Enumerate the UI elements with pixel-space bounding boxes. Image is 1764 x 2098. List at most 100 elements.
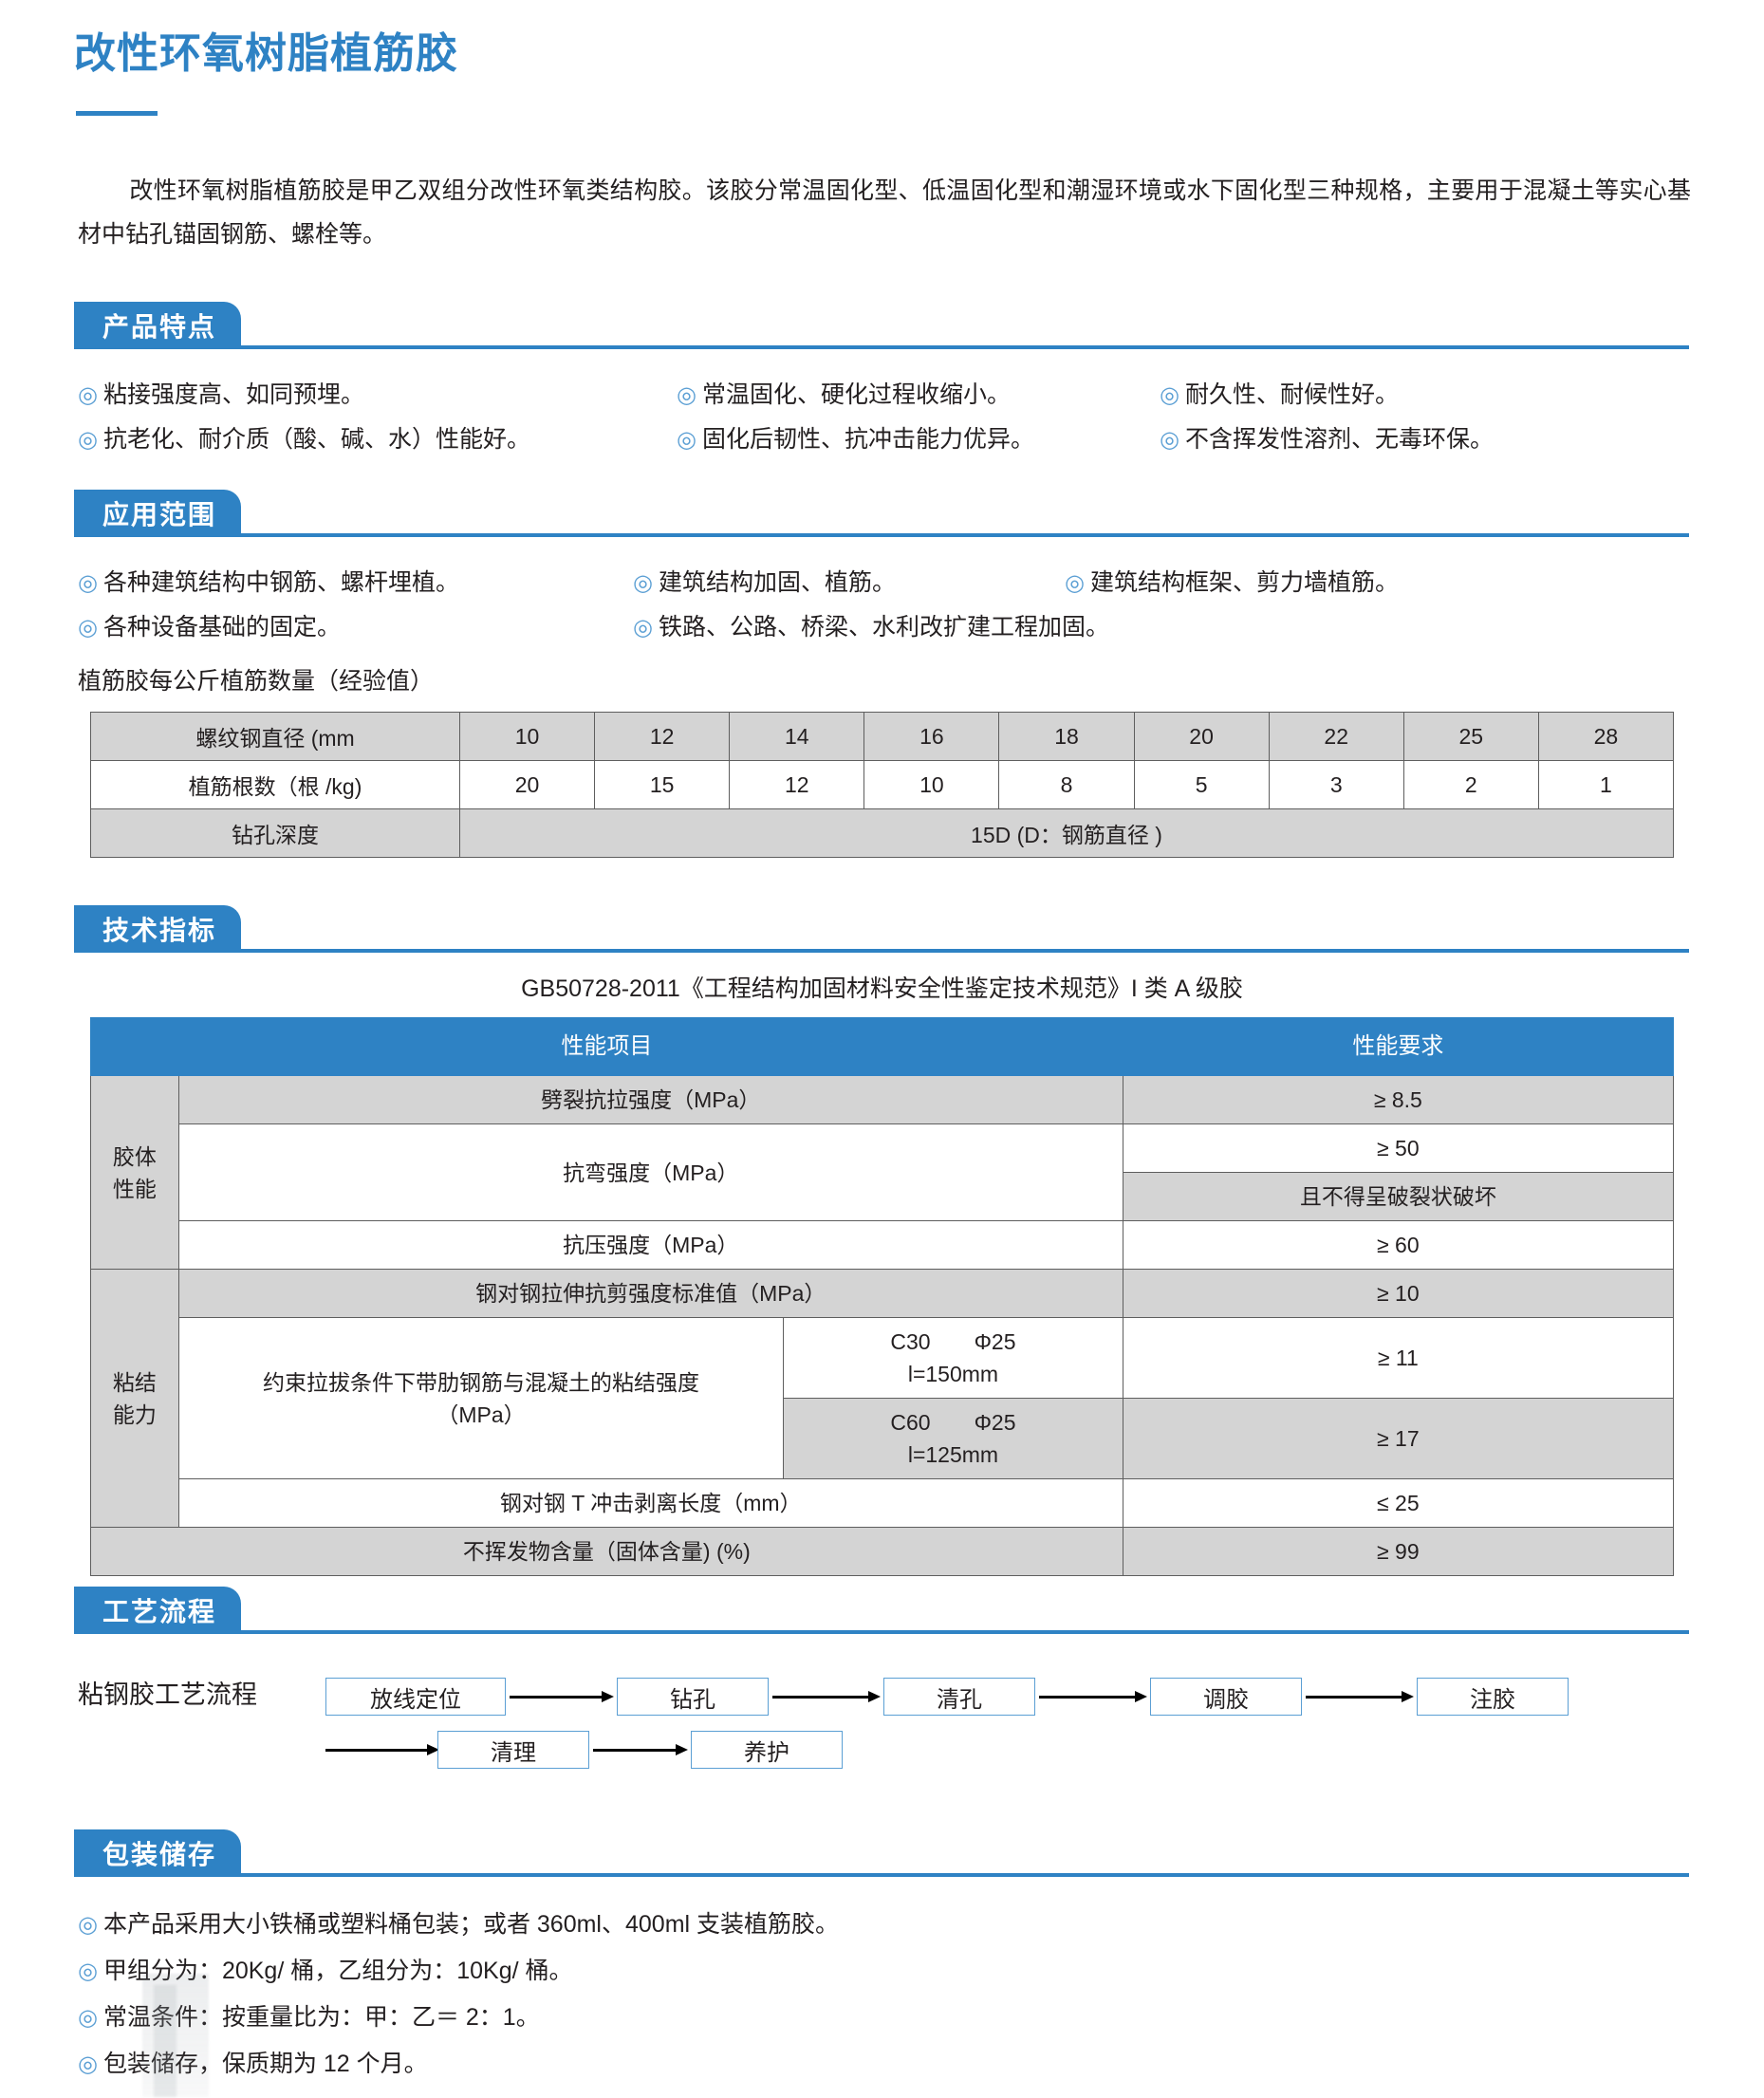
table-cell: 14 [729, 712, 865, 761]
group-label-line1: 粘结 [112, 1369, 157, 1395]
bullet-icon: ◎ [633, 615, 653, 641]
section-header-specs: 技术指标 [74, 905, 1689, 953]
list-item-label: 包装储存，保质期为 12 个月。 [102, 2051, 428, 2077]
table-row: 粘结 能力 钢对钢拉伸抗剪强度标准值（MPa） ≥ 10 [90, 1269, 1675, 1528]
flow-arrow-4 [1306, 1691, 1414, 1702]
flow-step-1: 放线定位 [325, 1678, 506, 1716]
list-item-label: 粘接强度高、如同预埋。 [102, 381, 364, 408]
spec-requirement: ≥ 8.5 [1122, 1075, 1675, 1124]
section-rule [74, 345, 1689, 349]
list-item-label: 铁路、公路、桥梁、水利改扩建工程加固。 [658, 614, 1109, 641]
list-item-label: 常温固化、硬化过程收缩小。 [701, 381, 1011, 408]
title-underline [76, 111, 158, 116]
table-cell: 5 [1133, 760, 1270, 809]
spec-item: 钢对钢 T 冲击剥离长度（mm） [177, 1478, 1123, 1528]
list-item-label: 固化后韧性、抗冲击能力优异。 [701, 426, 1034, 453]
bullet-icon: ◎ [677, 382, 696, 408]
table-row: 钢对钢 T 冲击剥离长度（mm） ≤ 25 [91, 1478, 1675, 1528]
section-header-applications: 应用范围 [74, 490, 1689, 537]
section-tab-specs: 技术指标 [74, 905, 242, 953]
flowchart-title: 粘钢胶工艺流程 [78, 1680, 257, 1709]
intro-paragraph: 改性环氧树脂植筋胶是甲乙双组分改性环氧类结构胶。该胶分常温固化型、低温固化型和潮… [78, 169, 1691, 256]
table-cell: 10 [863, 760, 1000, 809]
spec-requirement: 且不得呈破裂状破坏 [1122, 1172, 1675, 1221]
bullet-icon: ◎ [78, 570, 98, 596]
page-title: 改性环氧树脂植筋胶 [74, 30, 458, 77]
flow-step-5: 注胶 [1417, 1678, 1569, 1716]
col-header-requirement: 性能要求 [1122, 1017, 1675, 1076]
list-item: ◎ 各种设备基础的固定。 [78, 608, 341, 642]
drill-depth-value: 15D (D：钢筋直径 ) [459, 808, 1674, 858]
spec-item-line2: （MPa） [436, 1402, 526, 1427]
flow-step-2: 钻孔 [617, 1678, 769, 1716]
background-watermark-stripe [154, 1985, 176, 2097]
list-item: ◎ 建筑结构加固、植筋。 [633, 564, 896, 598]
list-item-label: 建筑结构框架、剪力墙植筋。 [1089, 569, 1399, 596]
table-row: 植筋根数（根 /kg) 20 15 12 10 8 5 3 2 1 [90, 760, 1675, 809]
list-item: ◎ 本产品采用大小铁桶或塑料桶包装；或者 360ml、400ml 支装植筋胶。 [78, 1905, 839, 1940]
spec-condition-line2: l=125mm [907, 1442, 999, 1467]
dosage-row-label: 螺纹钢直径 (mm [90, 712, 460, 761]
flow-step-6: 清理 [437, 1731, 589, 1769]
flow-arrow-2 [772, 1691, 881, 1702]
table-cell: 12 [594, 712, 731, 761]
spec-condition-line1: C60 Φ25 [890, 1410, 1016, 1435]
spec-item: 不挥发物含量（固体含量) (%) [90, 1527, 1123, 1576]
table-cell: 1 [1537, 760, 1675, 809]
group-label-line2: 能力 [112, 1402, 157, 1427]
list-item-label: 建筑结构加固、植筋。 [658, 569, 896, 596]
bullet-icon: ◎ [78, 1912, 98, 1938]
spec-item-line1: 约束拉拔条件下带肋钢筋与混凝土的粘结强度 [263, 1369, 700, 1395]
section-header-process: 工艺流程 [74, 1587, 1689, 1634]
table-cell: 10 [458, 712, 596, 761]
bullet-icon: ◎ [78, 615, 98, 641]
flow-step-4: 调胶 [1150, 1678, 1302, 1716]
table-cell: 12 [729, 760, 865, 809]
intro-text: 改性环氧树脂植筋胶是甲乙双组分改性环氧类结构胶。该胶分常温固化型、低温固化型和潮… [78, 177, 1691, 248]
group-label-bonding-capacity: 粘结 能力 [90, 1269, 179, 1528]
bullet-icon: ◎ [677, 427, 696, 453]
drill-depth-label: 钻孔深度 [90, 808, 460, 858]
flow-step-7: 养护 [691, 1731, 843, 1769]
list-item-label: 各种建筑结构中钢筋、螺杆埋植。 [102, 569, 459, 596]
table-cell: 20 [458, 760, 596, 809]
list-item: ◎ 常温固化、硬化过程收缩小。 [677, 376, 1011, 410]
table-row: 螺纹钢直径 (mm 10 12 14 16 18 20 22 25 28 [90, 712, 1675, 761]
table-header-row: 性能项目 性能要求 [90, 1017, 1675, 1076]
spec-condition-c60: C60 Φ25 l=125mm [783, 1398, 1123, 1479]
list-item-label: 各种设备基础的固定。 [102, 614, 341, 641]
flow-arrow-3 [1039, 1691, 1147, 1702]
spec-condition-c30: C30 Φ25 l=150mm [783, 1317, 1123, 1399]
table-row: 约束拉拔条件下带肋钢筋与混凝土的粘结强度 （MPa） C30 Φ25 l=150… [91, 1317, 1675, 1479]
dosage-table-caption: 植筋胶每公斤植筋数量（经验值） [78, 668, 435, 695]
table-cell: 20 [1133, 712, 1270, 761]
table-cell: 18 [998, 712, 1135, 761]
bullet-icon: ◎ [78, 2052, 98, 2077]
list-item-label: 甲组分为：20Kg/ 桶，乙组分为：10Kg/ 桶。 [102, 1958, 573, 1984]
list-item: ◎ 铁路、公路、桥梁、水利改扩建工程加固。 [633, 608, 1109, 642]
list-item-label: 常温条件：按重量比为：甲：乙＝ 2：1。 [102, 2004, 540, 2031]
section-header-features: 产品特点 [74, 302, 1689, 349]
section-rule [74, 949, 1689, 953]
section-rule [74, 1873, 1689, 1877]
list-item: ◎ 各种建筑结构中钢筋、螺杆埋植。 [78, 564, 459, 598]
table-cell: 28 [1537, 712, 1675, 761]
table-cell: 2 [1402, 760, 1539, 809]
bullet-icon: ◎ [78, 1959, 98, 1984]
bullet-icon: ◎ [1160, 427, 1179, 453]
table-row: C60 Φ25 l=125mm ≥ 17 [91, 1398, 1675, 1479]
bullet-icon: ◎ [1065, 570, 1085, 596]
flow-arrow-6 [593, 1744, 688, 1755]
flow-step-3: 清孔 [883, 1678, 1035, 1716]
table-cell: 3 [1268, 760, 1404, 809]
group-label-line2: 性能 [112, 1176, 157, 1201]
bullet-icon: ◎ [78, 382, 98, 408]
spec-requirement: ≥ 17 [1122, 1398, 1675, 1479]
background-watermark [142, 1974, 209, 2097]
specifications-table: 性能项目 性能要求 胶体 性能 劈裂抗拉强度（MPa） ≥ 8.5 抗弯强度（M… [90, 1017, 1675, 1576]
bullet-icon: ◎ [1160, 382, 1179, 408]
spec-item: 抗弯强度（MPa） [177, 1123, 1123, 1221]
table-cell: 16 [863, 712, 1000, 761]
list-item: ◎ 甲组分为：20Kg/ 桶，乙组分为：10Kg/ 桶。 [78, 1952, 573, 1986]
